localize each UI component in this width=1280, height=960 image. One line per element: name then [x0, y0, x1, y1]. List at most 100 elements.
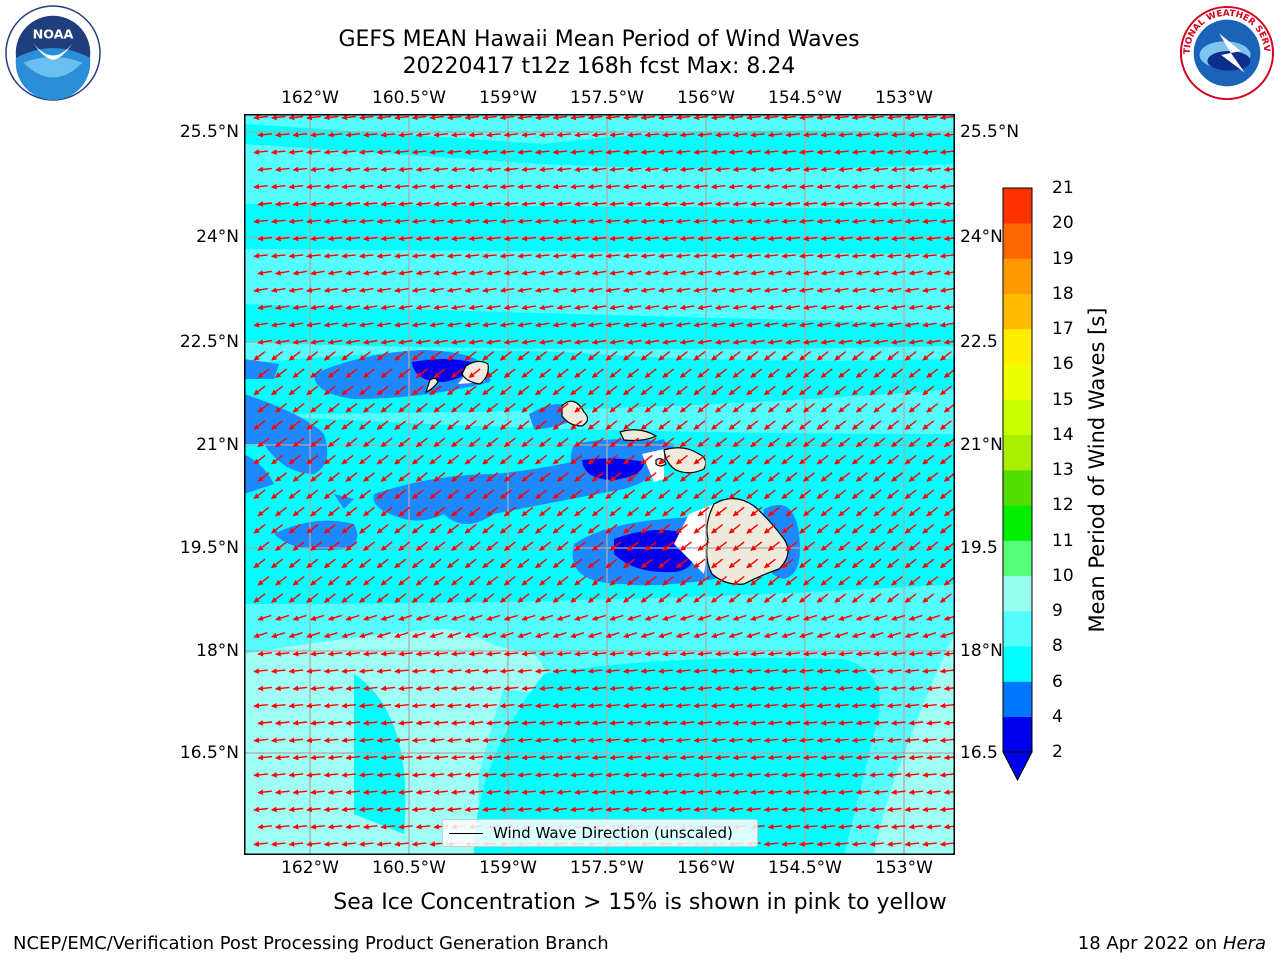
wave-direction-arrow: [433, 339, 448, 345]
wave-direction-arrow: [679, 339, 695, 345]
wave-direction-arrow: [327, 235, 343, 242]
wave-direction-arrow: [904, 321, 920, 328]
wave-direction-arrow: [535, 385, 548, 396]
wave-direction-arrow: [468, 368, 481, 379]
wave-direction-arrow: [539, 402, 552, 413]
wave-direction-arrow: [433, 235, 448, 242]
colorbar-segment: [1003, 364, 1032, 400]
wave-direction-arrow: [943, 166, 955, 173]
wave-direction-arrow: [767, 270, 783, 276]
wave-direction-arrow: [464, 385, 477, 396]
noaa-logo: NOAA: [5, 5, 101, 101]
wave-direction-arrow: [447, 253, 462, 259]
wave-direction-arrow: [803, 304, 818, 311]
wave-direction-arrow: [521, 339, 536, 345]
wave-direction-arrow: [855, 201, 871, 207]
wave-direction-arrow: [732, 270, 748, 276]
wave-direction-arrow: [781, 218, 796, 225]
wave-direction-arrow: [451, 201, 466, 207]
wave-direction-arrow: [662, 304, 677, 311]
wave-direction-arrow: [926, 270, 941, 276]
wave-direction-arrow: [922, 253, 937, 259]
wave-direction-arrow: [640, 149, 656, 155]
wave-direction-arrow: [623, 253, 638, 259]
wave-direction-arrow: [904, 149, 920, 155]
wave-direction-arrow: [359, 149, 374, 155]
wave-direction-arrow: [535, 114, 550, 121]
wave-direction-arrow: [623, 351, 636, 361]
wave-direction-arrow: [609, 304, 624, 311]
wave-direction-arrow: [345, 235, 360, 242]
wave-direction-arrow: [679, 402, 692, 413]
wave-direction-arrow: [820, 131, 836, 138]
wave-direction-arrow: [820, 270, 836, 276]
wave-direction-arrow: [288, 149, 304, 155]
wave-direction-arrow: [570, 218, 585, 225]
wave-direction-arrow: [253, 321, 268, 328]
wave-direction-arrow: [799, 321, 814, 328]
wave-direction-arrow: [746, 287, 761, 293]
wave-direction-arrow: [451, 368, 464, 379]
wave-direction-arrow: [499, 253, 515, 259]
wave-direction-arrow: [926, 304, 941, 311]
wave-direction-arrow: [447, 114, 462, 121]
wave-direction-arrow: [693, 114, 708, 121]
wave-direction-arrow: [939, 149, 955, 155]
wave-direction-arrow: [433, 304, 448, 311]
wave-direction-arrow: [767, 235, 783, 242]
wave-direction-arrow: [693, 351, 706, 361]
wave-direction-arrow: [271, 385, 284, 396]
wave-direction-arrow: [323, 321, 339, 328]
wave-direction-arrow: [609, 166, 624, 173]
wave-direction-arrow: [482, 287, 497, 293]
wave-direction-arrow: [411, 149, 427, 155]
wave-direction-arrow: [838, 201, 853, 207]
wave-direction-arrow: [926, 235, 941, 242]
wave-direction-arrow: [746, 149, 761, 155]
wave-direction-arrow: [627, 166, 642, 173]
wave-direction-arrow: [887, 287, 902, 293]
colorbar-segment: [1003, 293, 1032, 330]
wave-direction-arrow: [556, 368, 569, 379]
wave-direction-arrow: [323, 183, 339, 190]
wave-direction-arrow: [539, 304, 554, 311]
wave-direction-arrow: [411, 287, 427, 293]
lat-tick-right: 16.5: [960, 743, 998, 763]
wave-direction-arrow: [429, 149, 444, 155]
wave-direction-arrow: [926, 368, 939, 379]
wave-direction-arrow: [310, 201, 325, 207]
wave-direction-arrow: [715, 166, 730, 173]
wave-direction-arrow: [711, 287, 726, 293]
wave-direction-arrow: [803, 368, 816, 379]
wave-direction-arrow: [376, 321, 392, 328]
wave-direction-arrow: [623, 114, 638, 121]
wave-direction-arrow: [363, 402, 376, 413]
lat-tick-right: 19.5: [960, 538, 998, 558]
wave-direction-arrow: [517, 321, 532, 328]
wave-direction-arrow: [767, 304, 783, 311]
wave-direction-arrow: [411, 114, 427, 121]
wave-direction-arrow: [869, 321, 884, 328]
wave-direction-arrow: [732, 131, 748, 138]
wave-direction-arrow: [781, 351, 794, 361]
wave-direction-arrow: [499, 351, 512, 361]
wave-direction-arrow: [570, 183, 585, 190]
wave-direction-arrow: [499, 321, 515, 328]
wave-direction-arrow: [939, 218, 955, 225]
wave-direction-arrow: [939, 321, 955, 328]
wave-direction-arrow: [746, 183, 761, 190]
wave-direction-arrow: [904, 218, 920, 225]
wave-direction-arrow: [271, 149, 286, 155]
wave-direction-arrow: [394, 321, 409, 328]
wave-direction-arrow: [605, 351, 618, 361]
wave-direction-arrow: [763, 321, 779, 328]
wave-direction-arrow: [803, 402, 816, 413]
wave-direction-arrow: [750, 304, 765, 311]
wave-direction-arrow: [816, 149, 832, 155]
wave-direction-arrow: [499, 218, 515, 225]
wave-direction-arrow: [939, 385, 952, 396]
wave-direction-arrow: [310, 270, 325, 276]
wave-direction-arrow: [486, 235, 501, 242]
wave-direction-arrow: [464, 321, 480, 328]
wave-direction-arrow: [570, 253, 585, 259]
